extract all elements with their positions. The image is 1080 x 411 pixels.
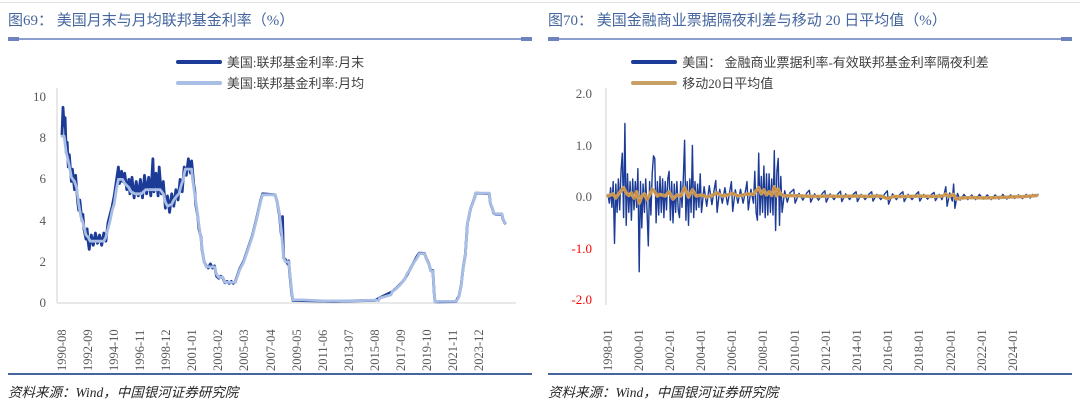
series-line-1 [60, 134, 507, 304]
chart-canvas [605, 88, 1039, 305]
legend: 美国： 金融商业票据利率-有效联邦基金利率隔夜利差 移动20日平均值 [540, 53, 1080, 91]
source-note: 资料来源：Wind，中国银河证券研究院 [548, 385, 779, 400]
x-axis-tick-label: 2012-01 [818, 329, 833, 371]
x-axis-tick-label: 2000-01 [631, 329, 646, 371]
y-axis-tick-label: 6 [39, 171, 47, 187]
x-axis-tick-label: 2015-08 [367, 329, 382, 371]
y-axis-tick-label: -2.0 [571, 292, 592, 307]
x-axis-tick-label: 2020-01 [943, 329, 958, 371]
legend-item: 美国： 金融商业票据利率-有效联邦基金利率隔夜利差 [631, 53, 989, 70]
x-axis-tick-label: 2010-01 [787, 329, 802, 371]
legend-label: 美国:联邦基金利率:月均 [226, 76, 365, 91]
series-line-0 [60, 105, 507, 304]
source-rule [8, 373, 532, 375]
x-axis-tick-label: 2019-10 [420, 329, 435, 371]
x-axis-tick-label: 1990-08 [54, 329, 69, 371]
title-rule-right-nub [1061, 37, 1072, 41]
legend-label: 美国:联邦基金利率:月末 [226, 55, 365, 70]
x-axis-tick-label: 2024-01 [1005, 329, 1020, 371]
source-rule [548, 373, 1072, 375]
figure-title: 图69： 美国月末与月均联邦基金利率（%） [8, 13, 295, 29]
x-axis-tick-label: 2022-01 [974, 329, 989, 371]
x-axis-tick-label: 1998-01 [600, 329, 615, 371]
x-axis-tick-label: 1994-10 [106, 329, 121, 371]
x-axis-tick-label: 2023-12 [472, 329, 487, 371]
x-axis-tick-label: 2021-11 [446, 329, 461, 371]
title-rule [548, 37, 1072, 41]
figure-70-panel: 图70： 美国金融商业票据隔夜利差与移动 20 日平均值（%） 美国： 金融商业… [540, 0, 1080, 411]
x-axis-tick-label: 2013-07 [341, 329, 356, 371]
y-axis-tick-label: 0.0 [575, 189, 592, 204]
y-axis-tick-label: 1.0 [575, 137, 592, 153]
title-rule [8, 37, 532, 41]
series-line-0 [607, 122, 1039, 273]
y-axis-tick-label: 2.0 [575, 86, 592, 101]
x-axis-tick-label: 2004-01 [694, 329, 708, 371]
legend-swatch-month-avg [175, 80, 222, 85]
series-line-1-dash-overlay [607, 185, 1038, 204]
top-border [0, 2, 1080, 3]
y-axis-tick-label: -1.0 [571, 240, 592, 256]
title-rule-left-nub [8, 37, 19, 41]
legend-swatch-month-end [175, 59, 222, 64]
x-axis-tick-label: 2011-06 [315, 329, 330, 371]
x-axis-tick-label: 2009-05 [289, 329, 304, 371]
legend: 美国:联邦基金利率:月末 美国:联邦基金利率:月均 [0, 53, 540, 91]
legend-label: 移动20日平均值 [682, 76, 774, 91]
legend-item: 美国:联邦基金利率:月均 [175, 74, 365, 91]
y-axis-tick-label: 4 [39, 212, 47, 228]
y-axis-tick-label: 8 [39, 130, 47, 146]
legend-item: 移动20日平均值 [631, 74, 773, 91]
figure-69-panel: 图69： 美国月末与月均联邦基金利率（%） 美国:联邦基金利率:月末 美国:联邦… [0, 13, 540, 400]
x-axis-tick-label: 2008-01 [756, 329, 771, 371]
y-axis-tick-label: 10 [33, 89, 46, 104]
title-rule-left-nub [548, 37, 559, 41]
x-axis-tick-label: 2007-04 [263, 329, 278, 371]
x-axis-tick-label: 2002-01 [662, 329, 677, 371]
x-axis-tick-label: 2003-02 [211, 329, 226, 371]
x-axis-tick-label: 1996-11 [132, 329, 147, 371]
x-axis-tick-label: 2014-01 [849, 329, 864, 371]
x-axis-tick-label: 2001-01 [185, 329, 200, 371]
source-note: 资料来源：Wind，中国银河证券研究院 [8, 385, 239, 400]
x-axis-tick-label: 2017-09 [394, 329, 409, 371]
x-axis-tick-label: 1992-09 [80, 329, 95, 371]
legend-label: 美国： 金融商业票据利率-有效联邦基金利率隔夜利差 [682, 55, 989, 70]
chart-canvas [56, 88, 516, 304]
title-rule-right-nub [521, 37, 532, 41]
x-axis-tick-label: 2005-03 [237, 329, 252, 371]
x-axis-tick-label: 2018-01 [912, 329, 927, 371]
y-axis-tick-label: 2 [39, 253, 47, 269]
legend-swatch-spread [631, 59, 678, 64]
y-axis-tick-label: 0 [39, 295, 47, 310]
legend-swatch-moving-average [631, 80, 678, 85]
legend-item: 美国:联邦基金利率:月末 [175, 53, 365, 70]
x-axis-tick-label: 1998-12 [159, 329, 173, 371]
x-axis-tick-label: 2006-01 [725, 329, 740, 371]
figure-title: 图70： 美国金融商业票据隔夜利差与移动 20 日平均值（%） [548, 13, 947, 29]
x-axis-tick-label: 2016-01 [881, 329, 896, 371]
